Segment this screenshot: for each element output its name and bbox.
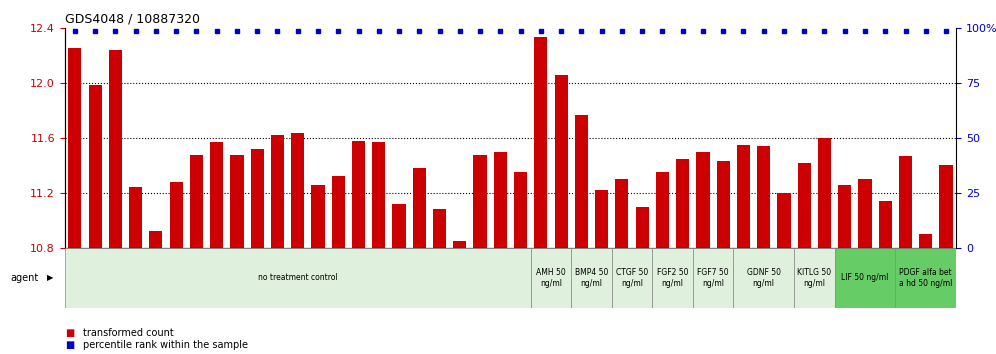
- Text: FGF2 50
ng/ml: FGF2 50 ng/ml: [656, 268, 688, 287]
- Bar: [595, 190, 609, 248]
- Bar: [412, 168, 426, 248]
- Bar: [798, 163, 811, 248]
- Bar: [895, 248, 956, 308]
- Bar: [332, 176, 345, 248]
- Bar: [835, 248, 895, 308]
- Bar: [531, 248, 572, 308]
- Text: GDS4048 / 10887320: GDS4048 / 10887320: [65, 13, 200, 26]
- Bar: [575, 115, 588, 248]
- Bar: [453, 241, 466, 248]
- Bar: [794, 248, 835, 308]
- Bar: [69, 47, 82, 248]
- Bar: [616, 179, 628, 248]
- Bar: [555, 75, 568, 248]
- Bar: [271, 135, 284, 248]
- Bar: [757, 146, 770, 248]
- Text: KITLG 50
ng/ml: KITLG 50 ng/ml: [797, 268, 832, 287]
- Bar: [878, 201, 891, 248]
- Bar: [818, 138, 831, 248]
- Bar: [373, 142, 385, 248]
- Bar: [251, 149, 264, 248]
- Bar: [676, 159, 689, 248]
- Bar: [230, 154, 244, 248]
- Text: transformed count: transformed count: [83, 328, 173, 338]
- Bar: [635, 207, 648, 248]
- Bar: [190, 154, 203, 248]
- Bar: [433, 210, 446, 248]
- Bar: [716, 161, 730, 248]
- Text: AMH 50
ng/ml: AMH 50 ng/ml: [536, 268, 566, 287]
- Bar: [312, 185, 325, 248]
- Bar: [494, 152, 507, 248]
- Bar: [733, 248, 794, 308]
- Text: BMP4 50
ng/ml: BMP4 50 ng/ml: [575, 268, 609, 287]
- Bar: [169, 182, 182, 248]
- Bar: [514, 172, 527, 248]
- Bar: [352, 141, 366, 248]
- Bar: [149, 232, 162, 248]
- Bar: [839, 185, 852, 248]
- Text: CTGF 50
ng/ml: CTGF 50 ng/ml: [616, 268, 648, 287]
- Text: ■: ■: [65, 328, 74, 338]
- Bar: [291, 132, 305, 248]
- Bar: [777, 193, 791, 248]
- Text: agent: agent: [10, 273, 38, 283]
- Text: percentile rank within the sample: percentile rank within the sample: [83, 340, 248, 350]
- Bar: [696, 152, 709, 248]
- Text: ■: ■: [65, 340, 74, 350]
- Bar: [89, 85, 102, 248]
- Bar: [655, 172, 669, 248]
- Text: GDNF 50
ng/ml: GDNF 50 ng/ml: [747, 268, 781, 287]
- Bar: [473, 154, 487, 248]
- Bar: [693, 248, 733, 308]
- Bar: [919, 234, 932, 248]
- Bar: [612, 248, 652, 308]
- Bar: [859, 179, 872, 248]
- Bar: [65, 248, 531, 308]
- Bar: [652, 248, 693, 308]
- Bar: [210, 142, 223, 248]
- Text: no treatment control: no treatment control: [258, 273, 338, 282]
- Bar: [737, 145, 750, 248]
- Text: PDGF alfa bet
a hd 50 ng/ml: PDGF alfa bet a hd 50 ng/ml: [899, 268, 952, 287]
- Text: FGF7 50
ng/ml: FGF7 50 ng/ml: [697, 268, 729, 287]
- Bar: [534, 36, 548, 248]
- Bar: [392, 204, 405, 248]
- Bar: [109, 50, 122, 248]
- Bar: [572, 248, 612, 308]
- Text: LIF 50 ng/ml: LIF 50 ng/ml: [842, 273, 888, 282]
- Text: ▶: ▶: [47, 273, 54, 282]
- Bar: [899, 156, 912, 248]
- Bar: [129, 188, 142, 248]
- Bar: [939, 166, 952, 248]
